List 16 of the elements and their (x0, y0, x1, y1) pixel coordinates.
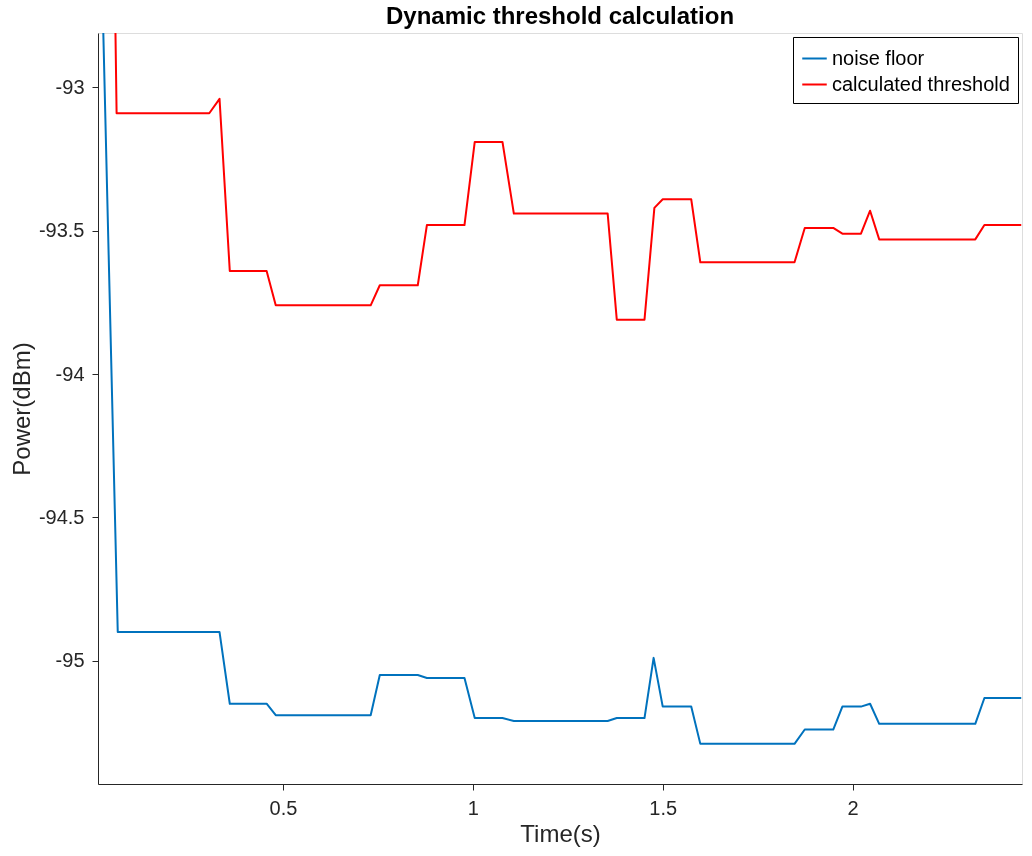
y-tick-label: -94 (55, 362, 85, 385)
line-series (114, 33, 1022, 321)
x-tick-label: 0.5 (269, 796, 298, 819)
x-tick-label: 2 (847, 796, 859, 819)
x-tick-label: 1 (467, 796, 479, 819)
y-axis-title: Power(dBm) (7, 342, 35, 476)
y-tick-label: -93.5 (38, 219, 85, 242)
y-tick-label: -93 (55, 75, 85, 98)
legend-label: noise floor (832, 46, 925, 69)
line-series (102, 33, 1022, 745)
y-tick-label: -95 (55, 649, 85, 672)
chart-title: Dynamic threshold calculation (385, 2, 735, 29)
y-tick-label: -94.5 (38, 505, 85, 528)
x-tick-label: 1.5 (649, 796, 678, 819)
legend-label: calculated threshold (832, 72, 1010, 95)
x-axis-title: Time(s) (520, 819, 601, 847)
